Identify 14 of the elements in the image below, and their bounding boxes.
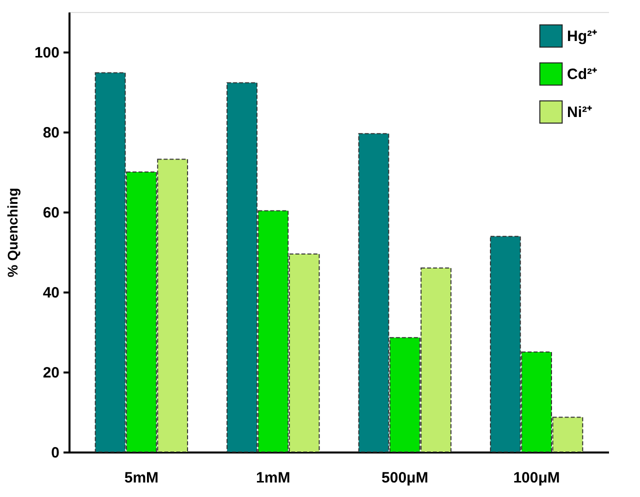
x-tick-label: 1mM xyxy=(256,470,290,486)
x-tick-label: 100μM xyxy=(513,470,560,486)
x-tick-label: 500μM xyxy=(382,470,428,486)
legend-label: Ni²⁺ xyxy=(567,104,592,121)
y-tick-label: 0 xyxy=(51,444,60,462)
x-tick-label: 5mM xyxy=(124,470,159,486)
y-tick-label: 60 xyxy=(42,204,60,222)
y-tick-label: 20 xyxy=(42,364,60,382)
y-tick-label: 80 xyxy=(42,124,60,142)
y-tick-label: 100 xyxy=(34,44,60,62)
y-axis-title: % Quenching xyxy=(4,188,20,278)
legend-label: Cd²⁺ xyxy=(567,66,597,83)
legend-label: Hg²⁺ xyxy=(567,28,597,45)
y-tick-label: 40 xyxy=(42,284,60,302)
